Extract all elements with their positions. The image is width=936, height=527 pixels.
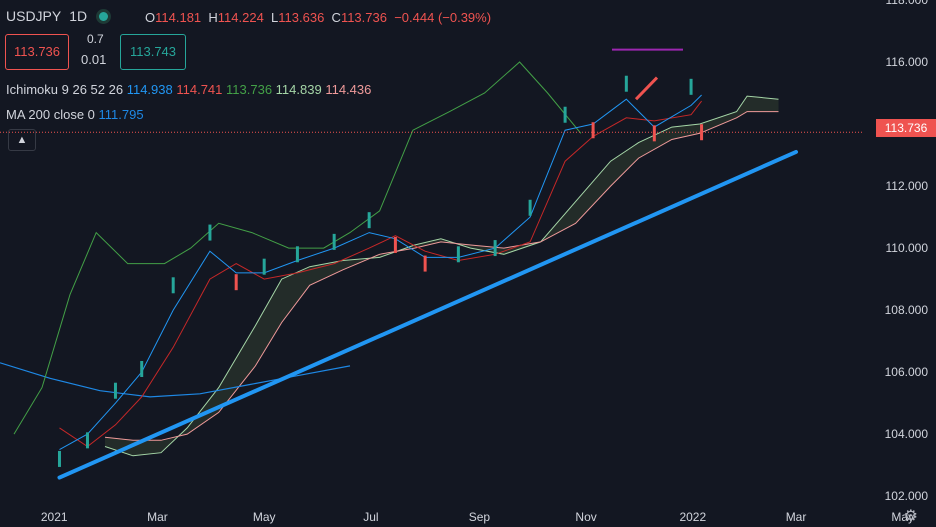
x-tick-label: 2021 [41, 510, 68, 524]
spread-value: 0.01 [81, 52, 107, 67]
last-price-tag: 113.736 [876, 119, 936, 137]
y-tick-label: 104.000 [885, 427, 929, 441]
ma200-line [0, 362, 351, 398]
interval-label[interactable]: 1D [69, 8, 88, 24]
x-tick-label: Mar [786, 510, 807, 524]
chikou-line [13, 61, 582, 435]
spread-top: 0.7 [87, 32, 104, 46]
ma-legend[interactable]: MA 200 close 0 111.795 [6, 107, 144, 122]
x-tick-label: Jul [363, 510, 378, 524]
symbol-name[interactable]: USDJPY [6, 8, 62, 24]
settings-gear-icon[interactable]: ⚙ [903, 508, 918, 525]
annotation-arrow [634, 76, 659, 101]
sell-button[interactable]: 113.736 [5, 34, 69, 70]
collapse-legend-button[interactable]: ▲ [8, 129, 36, 151]
ichimoku-legend[interactable]: Ichimoku 9 26 52 26 114.938 114.741 113.… [6, 82, 372, 97]
x-tick-label: 2022 [679, 510, 706, 524]
buy-button[interactable]: 113.743 [120, 34, 186, 70]
span-b-line [104, 111, 779, 441]
ohlc-readout: O114.181 H114.224 L113.636 C113.736 −0.4… [145, 10, 492, 25]
y-tick-label: 110.000 [886, 241, 929, 255]
kijun-line [59, 100, 702, 448]
y-tick-label: 116.000 [886, 55, 929, 69]
span-a-line [104, 95, 779, 457]
ichimoku-cloud [105, 96, 779, 456]
x-tick-label: Sep [469, 510, 491, 524]
tenkan-line [59, 94, 702, 451]
price-change: −0.444 (−0.39%) [394, 10, 492, 25]
x-tick-label: Nov [575, 510, 596, 524]
y-tick-label: 106.000 [885, 365, 929, 379]
y-tick-label: 108.000 [885, 303, 929, 317]
x-tick-label: Mar [147, 510, 168, 524]
support-trendline [57, 149, 799, 480]
x-tick-label: May [253, 510, 276, 524]
y-tick-label: 118.000 [886, 0, 929, 7]
x-tick-label: May [891, 510, 914, 524]
chevron-up-icon: ▲ [16, 134, 28, 146]
y-tick-label: 102.000 [885, 489, 929, 503]
y-tick-label: 112.000 [886, 179, 929, 193]
symbol-header[interactable]: USDJPY 1D [6, 8, 109, 24]
market-status-dot-icon [99, 11, 109, 21]
